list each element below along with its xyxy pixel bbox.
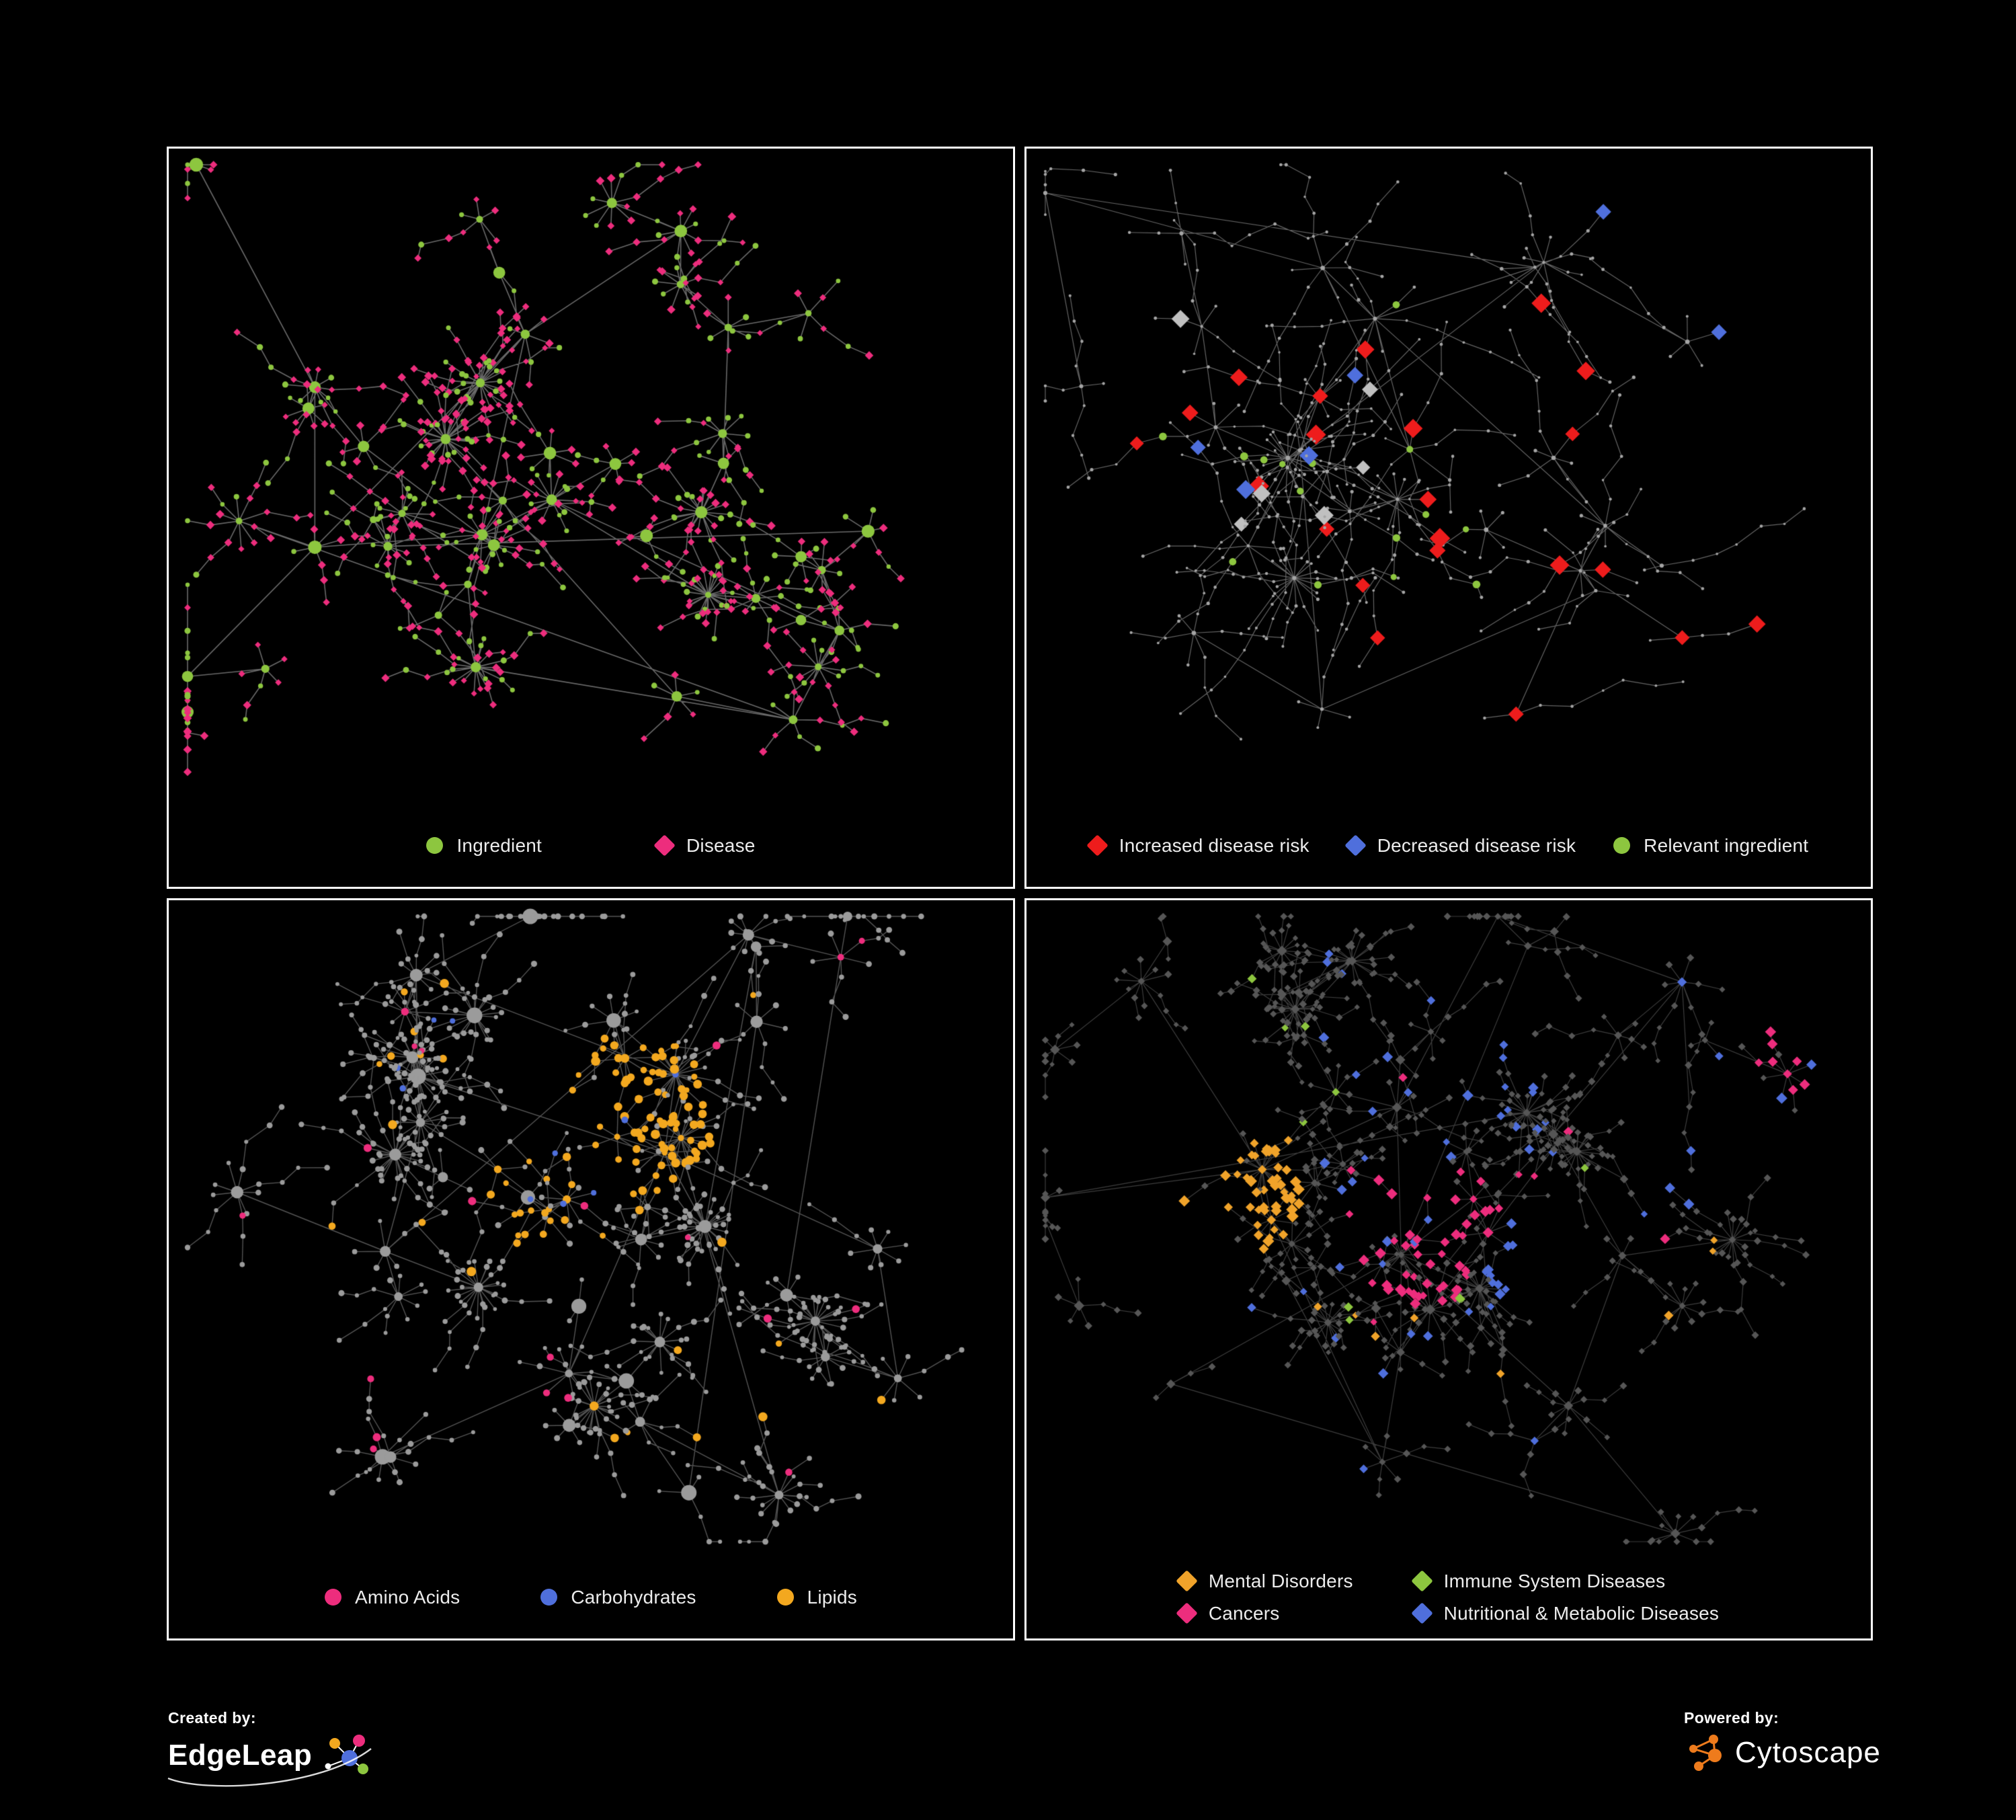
- legend-item-decreased-risk: Decreased disease risk: [1344, 834, 1576, 857]
- legend-label-disease: Disease: [686, 834, 756, 856]
- legend-item-mental-disorders: Mental Disorders: [1176, 1570, 1353, 1592]
- edgeleap-network-icon: [325, 1735, 369, 1774]
- increased-risk-swatch-icon: [1086, 834, 1108, 857]
- network-graph-disease-risk: [1026, 149, 1871, 806]
- legend-nutrients: Amino Acids Carbohydrates Lipids: [169, 1558, 1013, 1636]
- legend-item-immune-system-diseases: Immune System Diseases: [1410, 1570, 1719, 1592]
- disease-swatch-icon: [653, 834, 676, 857]
- lipids-swatch-icon: [776, 1589, 794, 1606]
- cytoscape-logo: Cytoscape: [1684, 1731, 1881, 1774]
- nutritional-metabolic-diseases-swatch-icon: [1410, 1602, 1433, 1624]
- immune-system-diseases-swatch-icon: [1410, 1570, 1433, 1592]
- legend-item-relevant-ingredient: Relevant ingredient: [1613, 835, 1808, 857]
- legend-disease-classes: Mental Disorders Immune System Diseases …: [1026, 1558, 1871, 1636]
- network-graph-disease-classes: [1026, 900, 1871, 1558]
- legend-label-mental-disorders: Mental Disorders: [1208, 1570, 1353, 1591]
- legend-label-decreased-risk: Decreased disease risk: [1377, 834, 1576, 856]
- legend-label-immune-system-diseases: Immune System Diseases: [1443, 1570, 1666, 1591]
- legend-label-cancers: Cancers: [1208, 1602, 1280, 1624]
- created-by-label: Created by:: [168, 1709, 256, 1727]
- legend-disease-risk: Increased disease risk Decreased disease…: [1026, 806, 1871, 885]
- edgeleap-wordmark: EdgeLeap: [168, 1739, 313, 1772]
- legend-item-disease: Disease: [653, 834, 756, 857]
- powered-by-label: Powered by:: [1684, 1709, 1779, 1727]
- legend-label-amino-acids: Amino Acids: [355, 1586, 460, 1608]
- legend-label-ingredient: Ingredient: [456, 834, 542, 856]
- legend-item-nutritional-metabolic-diseases: Nutritional & Metabolic Diseases: [1410, 1602, 1720, 1624]
- network-panels-grid: Ingredient Disease Increased disease ris…: [167, 147, 1873, 1640]
- legend-item-amino-acids: Amino Acids: [325, 1587, 460, 1608]
- panel-ingredient-disease: Ingredient Disease: [167, 147, 1015, 889]
- carbohydrates-swatch-icon: [540, 1589, 558, 1606]
- ingredient-swatch-icon: [426, 837, 444, 854]
- legend-label-lipids: Lipids: [807, 1586, 857, 1608]
- decreased-risk-swatch-icon: [1344, 834, 1367, 857]
- legend-label-carbohydrates: Carbohydrates: [571, 1586, 696, 1608]
- edgeleap-credit: Created by: EdgeLeap: [167, 1709, 375, 1787]
- network-graph-ingredient-disease: [169, 149, 1013, 806]
- legend-label-relevant-ingredient: Relevant ingredient: [1644, 834, 1809, 856]
- cancers-swatch-icon: [1176, 1602, 1198, 1624]
- cytoscape-credit: Powered by: Cytoscape: [1684, 1709, 1881, 1774]
- mental-disorders-swatch-icon: [1176, 1570, 1198, 1592]
- legend-item-increased-risk: Increased disease risk: [1086, 834, 1309, 857]
- network-graph-nutrients: [169, 900, 1013, 1558]
- cytoscape-network-icon: [1689, 1735, 1722, 1771]
- legend-ingredient-disease: Ingredient Disease: [169, 806, 1013, 885]
- panel-nutrients: Amino Acids Carbohydrates Lipids: [167, 898, 1015, 1640]
- amino-acids-swatch-icon: [325, 1589, 342, 1606]
- legend-item-lipids: Lipids: [776, 1586, 857, 1608]
- edgeleap-logo: EdgeLeap: [167, 1731, 375, 1787]
- legend-item-carbohydrates: Carbohydrates: [540, 1587, 696, 1608]
- legend-label-nutritional-metabolic-diseases: Nutritional & Metabolic Diseases: [1443, 1602, 1720, 1624]
- relevant-ingredient-swatch-icon: [1613, 837, 1631, 854]
- legend-label-increased-risk: Increased disease risk: [1119, 834, 1309, 856]
- cytoscape-wordmark: Cytoscape: [1735, 1736, 1881, 1769]
- panel-disease-classes: Mental Disorders Immune System Diseases …: [1024, 898, 1873, 1640]
- panel-disease-risk: Increased disease risk Decreased disease…: [1024, 147, 1873, 889]
- legend-item-ingredient: Ingredient: [426, 835, 542, 857]
- legend-item-cancers: Cancers: [1176, 1602, 1353, 1624]
